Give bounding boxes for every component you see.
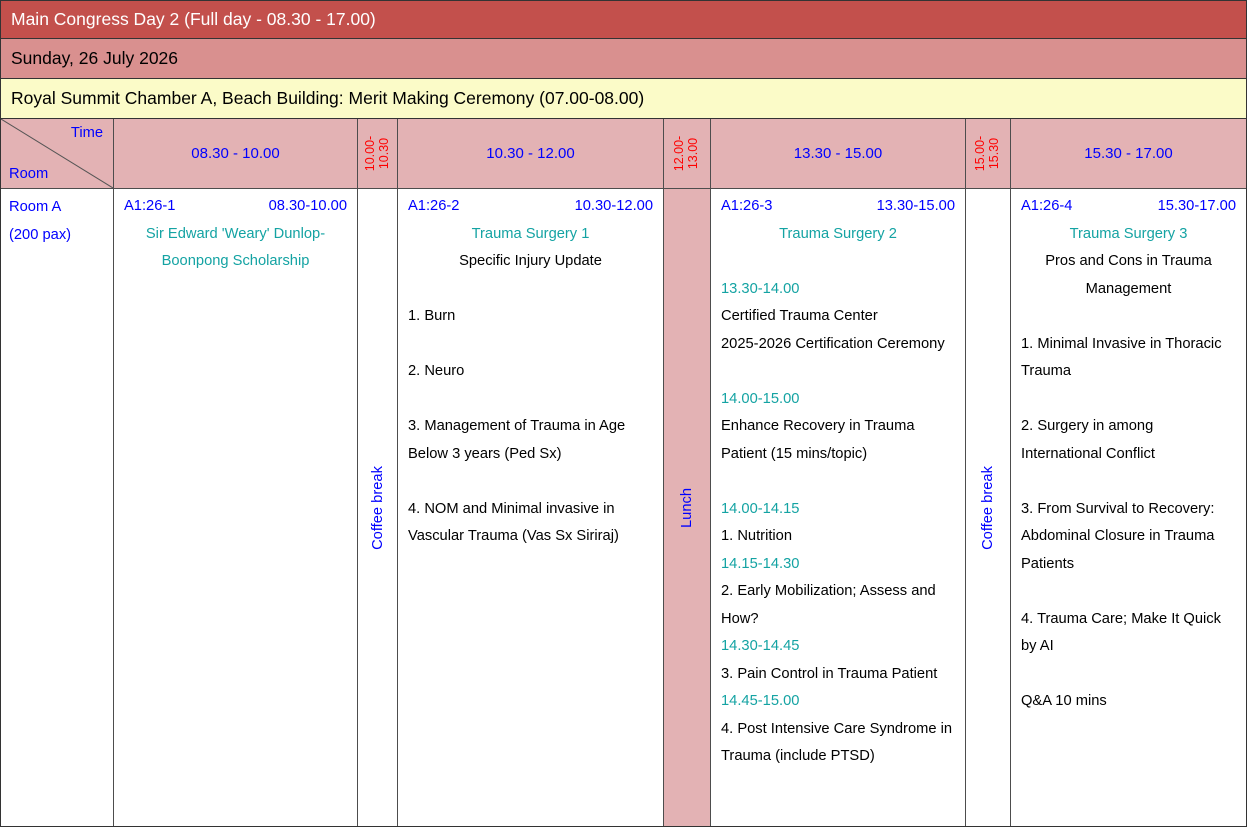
blank-line [408, 331, 653, 359]
blank-line [1021, 303, 1236, 331]
blank-line [721, 468, 955, 496]
session-time-range: 15.30-17.00 [1157, 198, 1236, 214]
session-time-range: 13.30-15.00 [876, 198, 955, 214]
room-axis-label: Room [9, 166, 49, 182]
session-item-line: Enhance Recovery in Trauma Patient (15 m… [721, 418, 915, 462]
room-capacity: (200 pax) [9, 226, 72, 243]
room-a-cell: Room A (200 pax) [1, 188, 113, 826]
session-title-line: Trauma Surgery 2 [779, 225, 897, 242]
time-column-label: 13.30 - 15.00 [793, 145, 883, 162]
coffee-break-label: Coffee break [369, 465, 386, 550]
congress-title-banner: Main Congress Day 2 (Full day - 08.30 - … [1, 1, 1246, 39]
session-item-line: 2025-2026 Certification Ceremony [721, 335, 945, 352]
time-column-label: 08.30 - 10.00 [191, 145, 280, 162]
lunch-break-cell: Lunch [663, 188, 710, 826]
break-time-label: 15.00- 15.30 [973, 135, 1001, 172]
lunch-label: Lunch [679, 487, 695, 528]
session-head: A1:26-2 10.30-12.00 [408, 193, 653, 221]
session-item-line: 1. Nutrition [721, 528, 793, 544]
session-time-line: 14.00-15.00 [721, 390, 800, 407]
session-item-line: 4. Trauma Care; Make It Quick by AI [1021, 610, 1221, 655]
date-text: Sunday, 26 July 2026 [11, 48, 179, 68]
session-time-line: 14.30-14.45 [721, 638, 800, 654]
blank-line [1021, 386, 1236, 414]
session-item-line: 2. Surgery in among International Confli… [1021, 418, 1155, 462]
time-room-corner-cell: Time Room [1, 119, 113, 188]
session-content: Sir Edward 'Weary' Dunlop- Boonpong Schol… [124, 221, 347, 276]
blank-line [721, 358, 955, 386]
coffee-break-cell-afternoon: Coffee break [965, 188, 1010, 826]
time-column-header-1330-1500: 13.30 - 15.00 [710, 119, 965, 188]
blank-line [1021, 468, 1236, 496]
session-time-line: 14.15-14.30 [721, 555, 800, 572]
blank-line [721, 248, 955, 276]
room-name: Room A [9, 199, 62, 215]
diagonal-divider-line [1, 119, 113, 188]
session-title-line: Sir Edward 'Weary' Dunlop- [145, 225, 326, 242]
session-title-line: Trauma Surgery 3 [1069, 225, 1188, 242]
coffee-break-cell-morning: Coffee break [357, 188, 397, 826]
break-column-header-1500-1530: 15.00- 15.30 [965, 119, 1010, 188]
session-cell-a126-4: A1:26-4 15.30-17.00 Trauma Surgery 3 Pros… [1010, 188, 1246, 826]
session-item-line: 1. Burn [408, 308, 456, 324]
session-item-line: 4. NOM and Minimal invasive in Vascular … [408, 500, 619, 545]
session-content: Trauma Surgery 2 13.30-14.00 Certified Tra… [721, 221, 955, 771]
session-time-line: 14.45-15.00 [721, 693, 800, 709]
time-column-header-0830-1000: 08.30 - 10.00 [113, 119, 357, 188]
time-column-label: 10.30 - 12.00 [486, 145, 575, 162]
time-column-header-1530-1700: 15.30 - 17.00 [1010, 119, 1246, 188]
session-item-line: 4. Post Intensive Care Syndrome in Traum… [721, 720, 953, 765]
session-cell-a126-3: A1:26-3 13.30-15.00 Trauma Surgery 2 13.3… [710, 188, 965, 826]
session-item-line: 3. Management of Trauma in Age Below 3 y… [408, 418, 626, 462]
time-column-header-1030-1200: 10.30 - 12.00 [397, 119, 663, 188]
blank-line [408, 276, 653, 304]
session-cell-a126-2: A1:26-2 10.30-12.00 Trauma Surgery 1 Spec… [397, 188, 663, 826]
break-column-header-1200-1300: 12.00- 13.00 [663, 119, 710, 188]
session-item-line: Certified Trauma Center [721, 308, 878, 324]
session-item-line: 3. From Survival to Recovery: Abdominal … [1021, 500, 1215, 572]
time-column-label: 15.30 - 17.00 [1084, 145, 1173, 162]
venue-ceremony-text: Royal Summit Chamber A, Beach Building: … [11, 88, 645, 108]
session-code: A1:26-4 [1021, 198, 1073, 214]
session-code: A1:26-1 [124, 198, 176, 214]
session-time-line: 14.00-14.15 [721, 500, 800, 517]
session-cell-a126-1: A1:26-1 08.30-10.00 Sir Edward 'Weary' D… [113, 188, 357, 826]
session-title-line: Trauma Surgery 1 [471, 225, 590, 242]
blank-line [1021, 661, 1236, 689]
session-subtitle-line: Specific Injury Update [459, 253, 602, 269]
break-time-label: 12.00- 13.00 [672, 135, 700, 172]
session-head: A1:26-4 15.30-17.00 [1021, 193, 1236, 221]
session-code: A1:26-2 [408, 198, 460, 214]
venue-ceremony-banner: Royal Summit Chamber A, Beach Building: … [1, 79, 1246, 119]
blank-line [408, 386, 653, 414]
date-banner: Sunday, 26 July 2026 [1, 39, 1246, 79]
break-time-label: 10.00- 10.30 [362, 135, 391, 172]
session-time-range: 08.30-10.00 [268, 198, 347, 214]
schedule-grid: Time Room 08.30 - 10.00 10.00- 10.30 10.… [1, 119, 1246, 826]
session-head: A1:26-3 13.30-15.00 [721, 193, 955, 221]
time-axis-label: Time [70, 125, 103, 141]
blank-line [408, 468, 653, 496]
coffee-break-label: Coffee break [980, 465, 996, 550]
session-head: A1:26-1 08.30-10.00 [124, 193, 347, 221]
session-item-line: 2. Neuro [408, 363, 465, 379]
break-column-header-1000-1030: 10.00- 10.30 [357, 119, 397, 188]
session-title-line: Boonpong Scholarship [161, 253, 310, 269]
session-item-line: 2. Early Mobilization; Assess and How? [721, 583, 936, 627]
session-content: Trauma Surgery 1 Specific Injury Update 1.… [408, 221, 653, 551]
session-time-line: 13.30-14.00 [721, 280, 800, 297]
blank-line [1021, 578, 1236, 606]
session-item-line: 3. Pain Control in Trauma Patient [721, 665, 938, 682]
session-subtitle-line: Pros and Cons in Trauma Management [1045, 253, 1212, 297]
session-item-line: 1. Minimal Invasive in Thoracic Trauma [1021, 335, 1222, 380]
session-code: A1:26-3 [721, 198, 773, 214]
session-content: Trauma Surgery 3 Pros and Cons in Trauma … [1021, 221, 1236, 716]
congress-title: Main Congress Day 2 (Full day - 08.30 - … [11, 9, 376, 29]
session-item-line: Q&A 10 mins [1021, 693, 1107, 709]
session-time-range: 10.30-12.00 [574, 198, 653, 214]
